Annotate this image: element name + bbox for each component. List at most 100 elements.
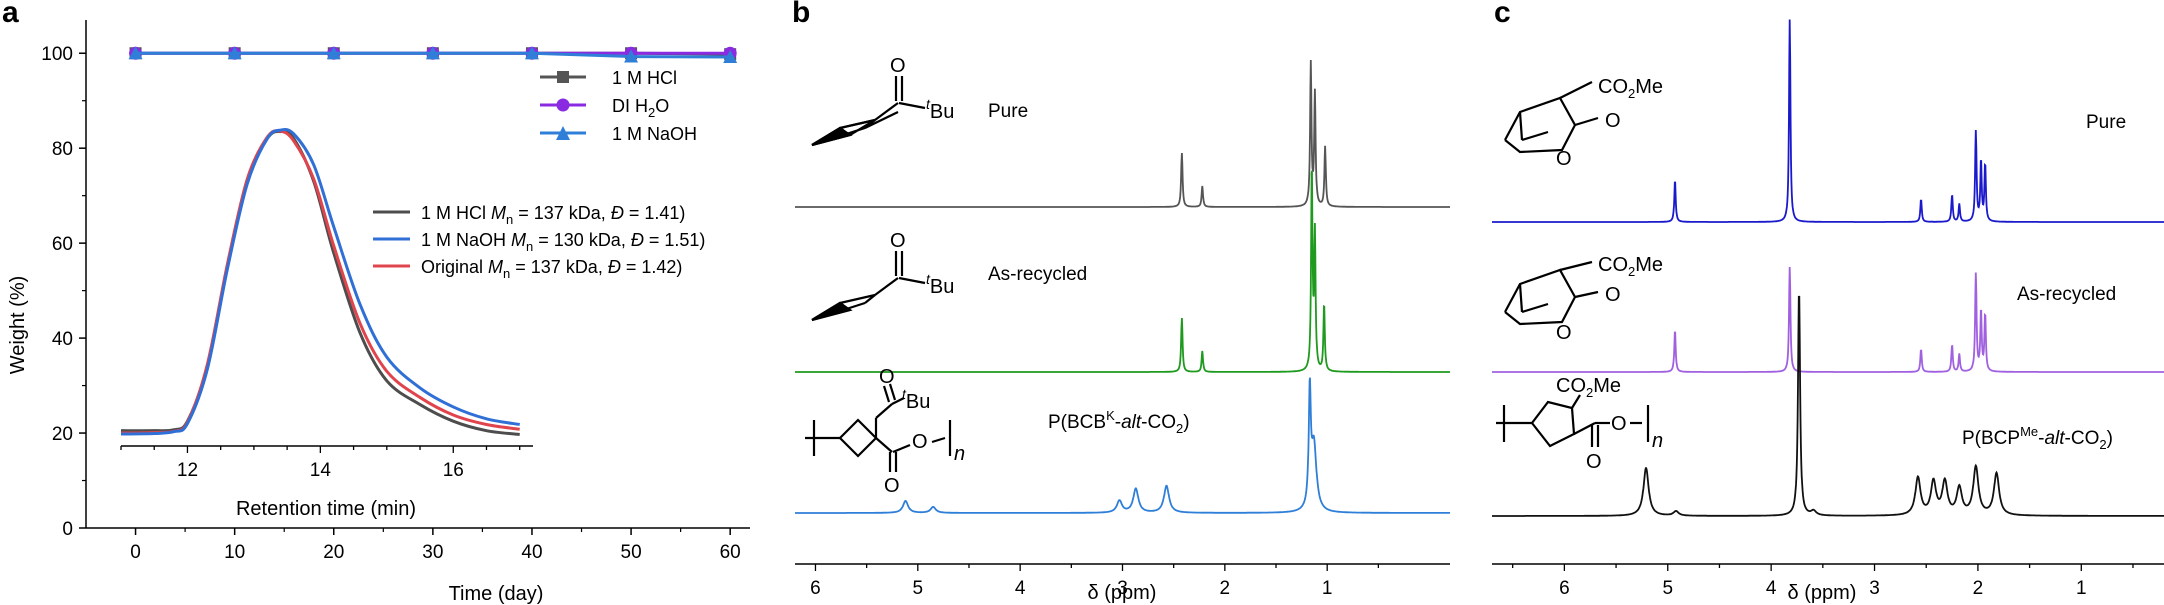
- structure-lactone-ring-o-pure: O: [1556, 148, 1572, 170]
- legend-item-hcl: 1 M HCl: [540, 68, 677, 88]
- inset-curve-naoh: [120, 127, 520, 436]
- panel-c-label-recycled: As-recycled: [2017, 284, 2116, 305]
- panel-b-x-tick-label: 2: [1220, 578, 1231, 599]
- legend-label-hcl: 1 M HCl: [612, 68, 677, 88]
- panel-a-axes: 0 10 20 30 40 50 60 0 20 40 60 80 100: [41, 20, 750, 563]
- structure-lactone-ring-o-recycled: O: [1556, 322, 1572, 344]
- structure-polymer-ketone-o: O: [879, 366, 895, 388]
- panel-b-x-tick-label: 5: [913, 578, 924, 599]
- panel-b-x-tick-label: 6: [810, 578, 821, 599]
- panel-b-spectrum-recycled: [795, 170, 1450, 373]
- inset-legend-item-naoh: 1 M NaOH Mn = 130 kDa, Đ = 1.51): [373, 230, 705, 254]
- panel-b-x-tick-label: 4: [1015, 578, 1026, 599]
- data-point-naoh: [326, 46, 341, 60]
- structure-bcb-o-recycled: O: [890, 230, 906, 252]
- legend-label-naoh: 1 M NaOH: [612, 124, 697, 144]
- inset-x-tick-label: 14: [310, 460, 332, 481]
- structure-bcbk-polymer: [805, 383, 952, 472]
- inset-legend-label-original: Original Mn = 137 kDa, Đ = 1.42): [421, 257, 682, 281]
- panel-a-x-tick-label: 20: [323, 542, 344, 563]
- legend-item-naoh: 1 M NaOH: [540, 124, 697, 144]
- panel-b: b 6 5 4 3 2 1 δ (ppm) Pure As-recycled P(BCBK…: [792, 0, 1450, 604]
- legend-marker-naoh: [556, 126, 570, 140]
- inset-legend-item-hcl: 1 M HCl Mn = 137 kDa, Đ = 1.41): [373, 203, 685, 227]
- inset-legend-item-original: Original Mn = 137 kDa, Đ = 1.42): [373, 257, 682, 281]
- panel-c: c 6 5 4 3 2 1 δ (ppm) Pure As-recycled P(BCPM…: [1492, 0, 2164, 604]
- panel-letter-b: b: [792, 0, 810, 29]
- panel-a-x-tick-label: 40: [521, 542, 542, 563]
- panel-c-spectrum-recycled: [1492, 266, 2164, 373]
- panel-b-x-tick-label: 1: [1322, 578, 1333, 599]
- data-point-naoh: [425, 46, 440, 60]
- panel-c-x-tick-label: 5: [1662, 578, 1673, 599]
- panel-a-legend: 1 M HCl DI H2O 1 M NaOH: [540, 68, 697, 144]
- legend-item-water: DI H2O: [540, 96, 669, 120]
- panel-a-y-tick-label: 80: [52, 139, 73, 160]
- panel-a-inset: 12 14 16: [120, 127, 533, 481]
- panel-c-spectrum-polymer: [1492, 295, 2164, 517]
- legend-marker-hcl: [557, 71, 569, 83]
- structure-polymer-c-ester: CO2Me: [1556, 375, 1621, 400]
- panel-b-label-recycled: As-recycled: [988, 264, 1087, 285]
- panel-b-label-polymer: P(BCBK-alt-CO2): [1048, 408, 1190, 436]
- structure-polymer-ester-o: O: [912, 431, 928, 453]
- panel-b-spectrum-pure: [795, 59, 1450, 208]
- panel-c-axes: 6 5 4 3 2 1: [1492, 563, 2164, 599]
- panel-b-spectra: [795, 59, 1450, 514]
- panel-c-x-axis-title: δ (ppm): [1788, 582, 1857, 604]
- panel-c-label-pure: Pure: [2086, 112, 2126, 133]
- structure-bcb-o-pure: O: [890, 55, 906, 77]
- panel-a-x-axis-title: Time (day): [449, 583, 544, 605]
- panel-a-y-tick-label: 100: [41, 44, 73, 65]
- data-point-naoh: [128, 46, 143, 60]
- panel-a-x-tick-label: 30: [422, 542, 443, 563]
- structure-polymer-tbu: tBu: [902, 386, 930, 413]
- inset-legend: 1 M HCl Mn = 137 kDa, Đ = 1.41) 1 M NaOH…: [373, 203, 705, 281]
- data-point-naoh: [624, 49, 639, 63]
- panel-b-label-pure: Pure: [988, 101, 1028, 122]
- inset-x-tick-label: 16: [443, 460, 464, 481]
- panel-a: a 0 10 20 30 40 50 60 0 20 40 60 80 100 Time (day) W…: [2, 0, 750, 605]
- structure-lactone-carbonyl-pure: O: [1605, 110, 1621, 132]
- structure-polymer-c-ester-o: O: [1611, 413, 1627, 435]
- panel-letter-a: a: [2, 0, 19, 29]
- structure-lactone-carbonyl-recycled: O: [1605, 284, 1621, 306]
- panel-a-y-tick-label: 0: [62, 519, 73, 540]
- panel-b-spectrum-polymer: [795, 377, 1450, 514]
- legend-marker-water: [556, 98, 570, 112]
- structure-lactone-ester-pure: CO2Me: [1598, 76, 1663, 101]
- panel-c-spectrum-pure: [1492, 19, 2164, 223]
- panel-c-x-tick-label: 4: [1766, 578, 1777, 599]
- structure-polymer-n: n: [954, 443, 965, 465]
- structure-bcb-ketone-recycled: [811, 251, 926, 322]
- panel-c-spectra: [1492, 19, 2164, 517]
- panel-c-x-tick-label: 3: [1869, 578, 1880, 599]
- inset-legend-label-naoh: 1 M NaOH Mn = 130 kDa, Đ = 1.51): [421, 230, 705, 254]
- inset-legend-label-hcl: 1 M HCl Mn = 137 kDa, Đ = 1.41): [421, 203, 685, 227]
- inset-curve-original: [120, 129, 520, 435]
- structure-polymer-c-n: n: [1652, 430, 1663, 452]
- panel-a-y-tick-label: 60: [52, 234, 73, 255]
- panel-c-x-tick-label: 6: [1559, 578, 1570, 599]
- data-point-naoh: [723, 50, 738, 64]
- structure-bcb-tbu-recycled: tBu: [926, 271, 954, 298]
- structure-lactone-ester-recycled: CO2Me: [1598, 254, 1663, 279]
- panel-b-x-axis-title: δ (ppm): [1088, 582, 1157, 604]
- structure-polymer-c-carbonyl-o: O: [1586, 451, 1602, 473]
- panel-letter-c: c: [1494, 0, 1511, 29]
- structure-lactone-recycled: [1504, 260, 1599, 326]
- inset-curve-hcl: [120, 130, 520, 436]
- panel-a-y-tick-label: 40: [52, 329, 73, 350]
- panel-c-x-tick-label: 2: [1973, 578, 1984, 599]
- panel-c-x-tick-label: 1: [2076, 578, 2087, 599]
- panel-b-x-tick-label: 3: [1117, 578, 1128, 599]
- structure-bcb-ketone-pure: [811, 76, 926, 147]
- legend-label-water: DI H2O: [612, 96, 669, 120]
- structure-bcb-tbu-pure: tBu: [926, 96, 954, 123]
- structure-lactone-pure: [1504, 81, 1599, 154]
- data-point-naoh: [227, 46, 242, 60]
- panel-a-x-tick-label: 10: [224, 542, 245, 563]
- panel-a-y-tick-label: 20: [52, 424, 73, 445]
- structure-bcpme-polymer: [1496, 394, 1650, 448]
